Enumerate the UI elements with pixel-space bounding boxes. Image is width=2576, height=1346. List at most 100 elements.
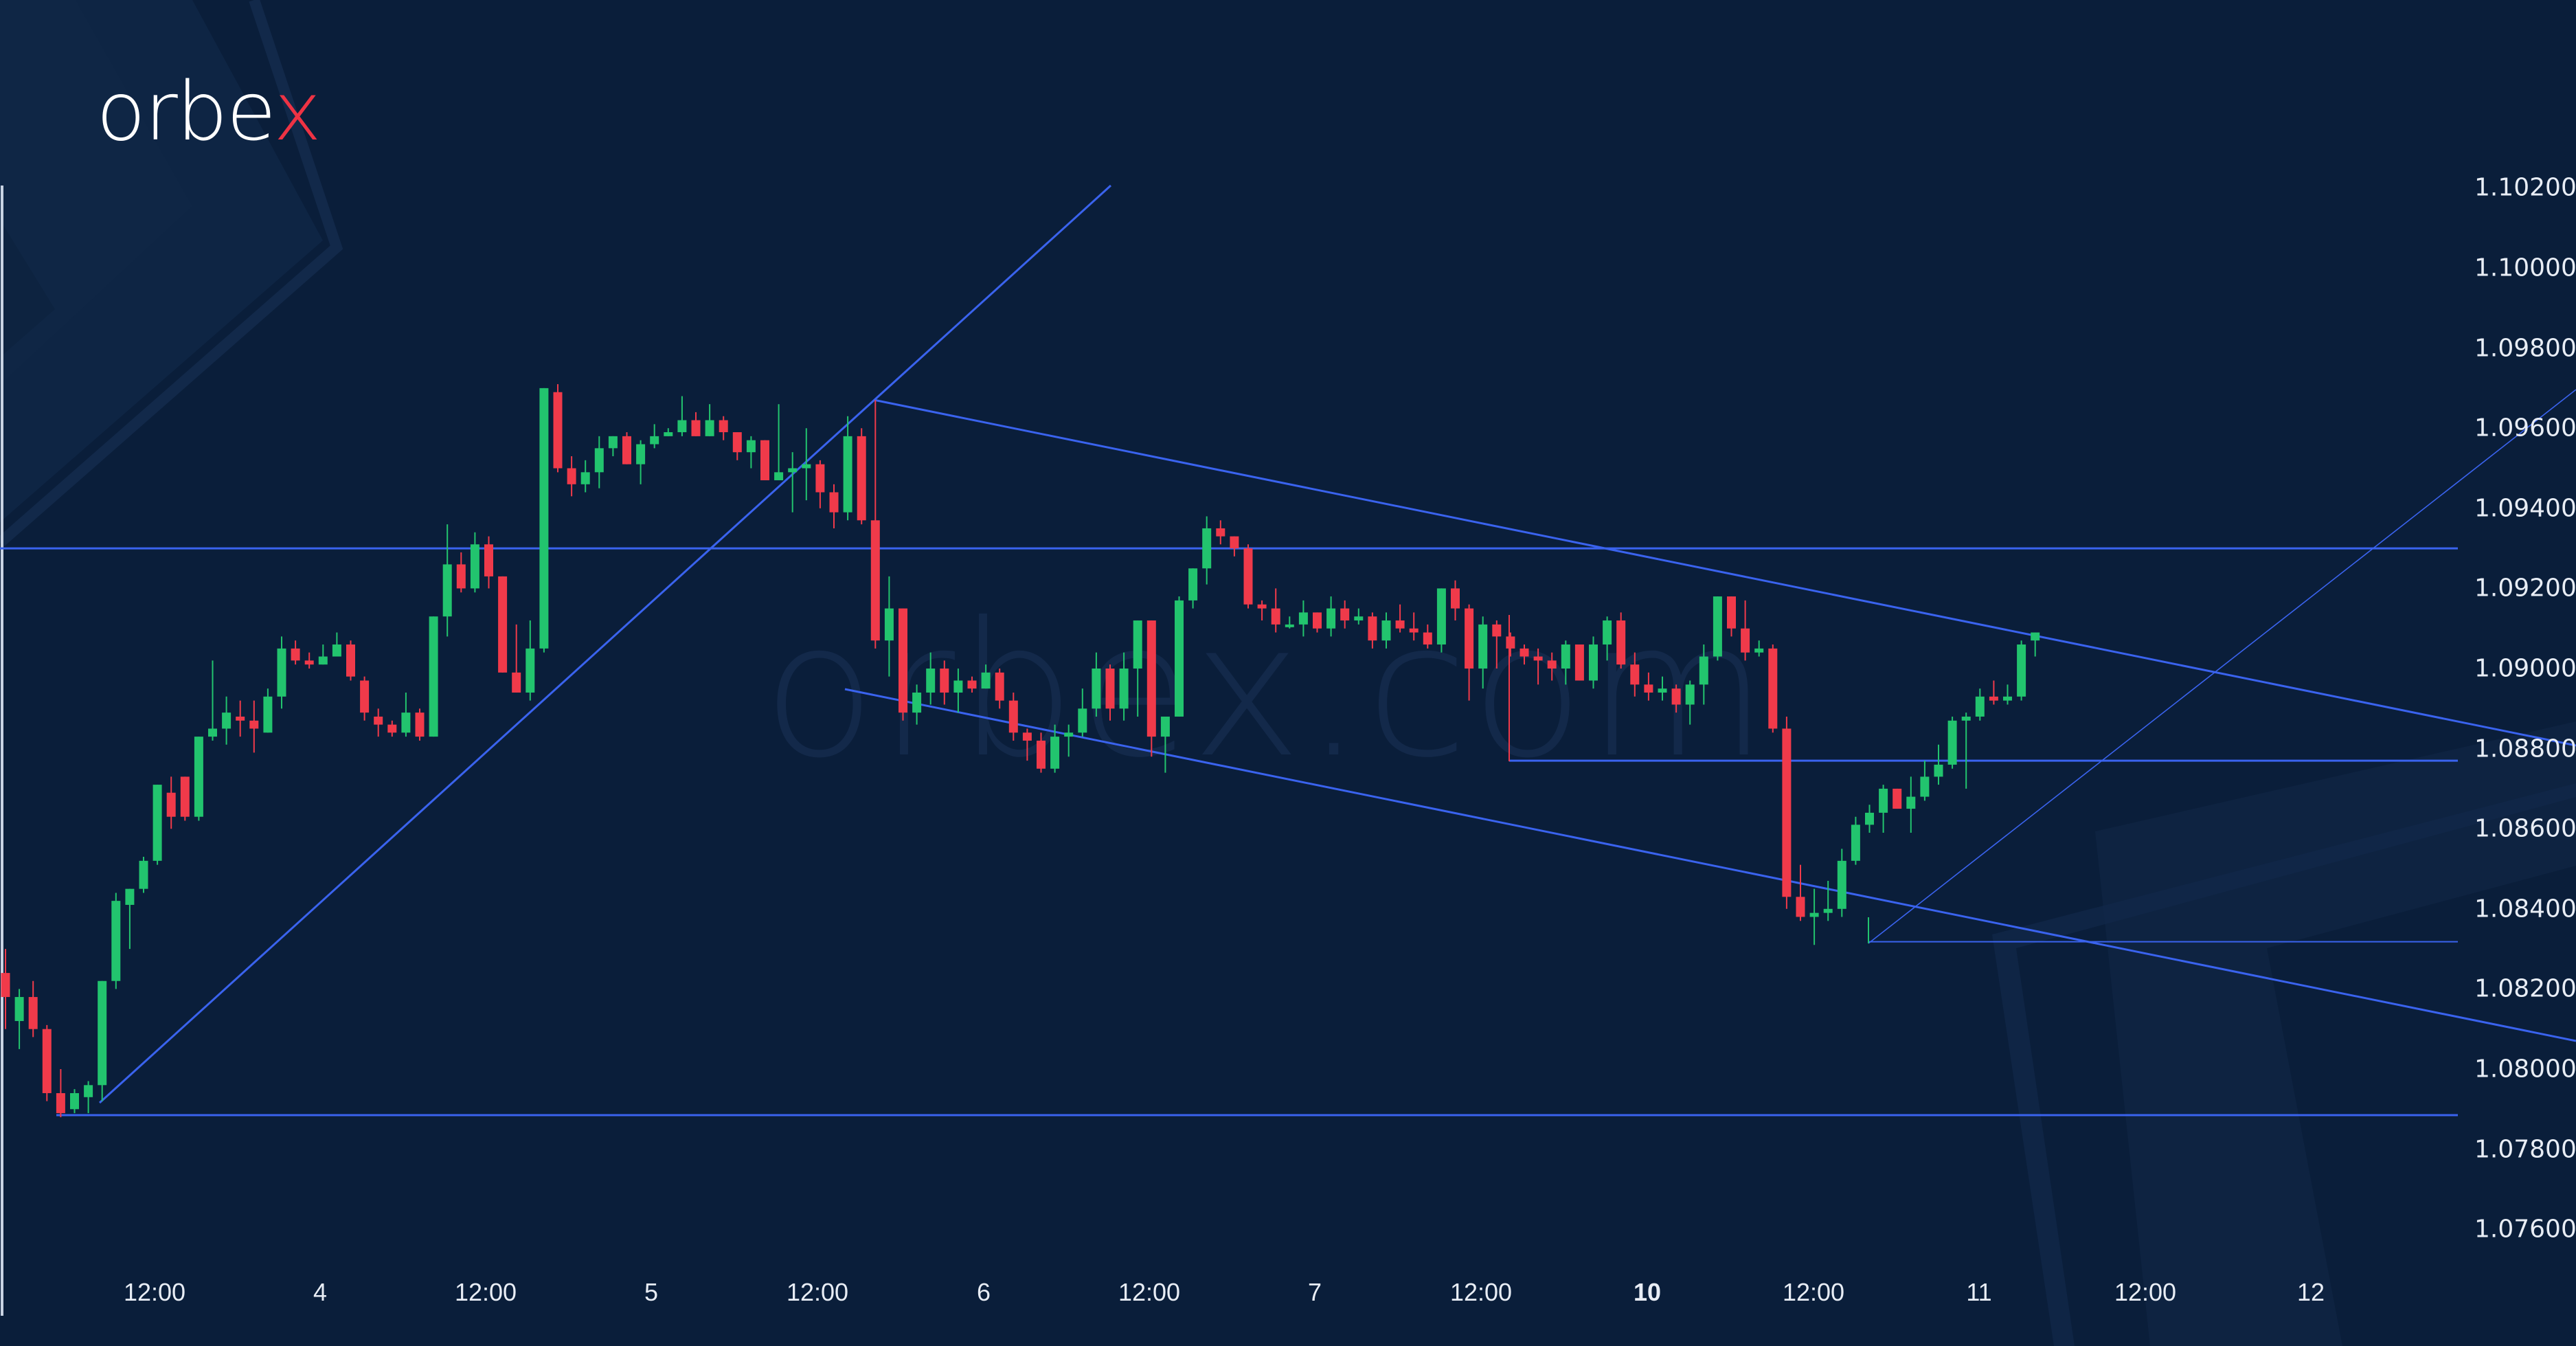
candle-body (304, 660, 314, 665)
candle-body (374, 716, 383, 725)
candle-body (194, 737, 203, 817)
candle-body (1603, 620, 1612, 645)
candle-body (1381, 620, 1391, 641)
candle-body (1574, 644, 1584, 681)
candle-body (470, 544, 479, 589)
candle-body (691, 420, 701, 436)
candle-body (180, 776, 190, 817)
candle-body (899, 608, 907, 713)
candle-body (719, 420, 728, 433)
candle-body (815, 464, 825, 493)
candle-body (1409, 628, 1419, 633)
candle-body (843, 436, 852, 513)
time-tick-label: 11 (1966, 1278, 1992, 1306)
candle-body (732, 432, 742, 453)
candle-body (28, 997, 38, 1029)
candle-body (166, 792, 176, 817)
candle-body (981, 672, 991, 689)
candle-body (664, 432, 673, 436)
logo-x-mark: x (273, 64, 321, 159)
candle-body (1879, 788, 1888, 813)
price-tick-label: 1.09800 (2474, 334, 2576, 363)
candle-body (1893, 788, 1902, 809)
candle-body (926, 669, 936, 693)
price-tick-label: 1.08200 (2474, 974, 2576, 1003)
time-tick-label: 12:00 (1118, 1278, 1181, 1306)
candle-body (1975, 696, 1985, 717)
candle-body (1146, 620, 1156, 737)
candle-body (857, 436, 866, 521)
trendline (873, 399, 2576, 747)
candle-body (1133, 620, 1142, 669)
candle-body (1478, 624, 1488, 669)
candle-body (912, 692, 922, 713)
price-tick-label: 1.07800 (2474, 1135, 2576, 1164)
candle-body (1202, 528, 1212, 569)
drawing-annotations (0, 184, 2576, 1117)
candle-body (2003, 696, 2012, 701)
time-tick-label: 7 (1307, 1278, 1322, 1306)
candle-body (940, 669, 949, 693)
candle-body (1961, 716, 1971, 721)
candle-body (1243, 548, 1253, 605)
price-tick-label: 1.08000 (2474, 1055, 2576, 1084)
candle-body (1037, 740, 1046, 769)
candle-body (346, 644, 355, 677)
candle-body (1119, 669, 1129, 709)
candle-body (1699, 656, 1708, 685)
time-tick-label: 5 (644, 1278, 659, 1306)
candle-body (526, 648, 535, 693)
candle-body (870, 520, 880, 641)
candle-body (650, 436, 659, 445)
candle-body (1064, 732, 1074, 737)
candle-body (1561, 644, 1570, 669)
candle-body (1078, 708, 1087, 733)
time-tick-label: 10 (1633, 1278, 1662, 1306)
trendline (844, 688, 2576, 1042)
candle-body (802, 464, 811, 469)
candle-body (1451, 588, 1460, 609)
trendline (1868, 389, 2576, 944)
candle-body (884, 608, 894, 641)
candle-body (442, 564, 452, 617)
candle-body (553, 392, 563, 469)
time-tick-label: 12:00 (786, 1278, 849, 1306)
candle-body (456, 564, 466, 589)
candle-body (1492, 624, 1502, 637)
candle-body (1285, 624, 1294, 627)
candle-body (512, 672, 521, 693)
candle-body (291, 648, 300, 661)
candle-body (249, 720, 259, 729)
candle-body (318, 656, 328, 665)
candle-body (1313, 612, 1322, 629)
candle-body (1823, 908, 1833, 913)
brand-logo: orbex (96, 71, 321, 152)
candle-body (1809, 912, 1819, 917)
candle-body (967, 680, 977, 689)
candle-body (594, 448, 604, 473)
candle-body (84, 1085, 93, 1097)
candle-body (498, 576, 508, 673)
candle-body (1175, 600, 1184, 717)
candle-body (1188, 568, 1198, 601)
candle-body (415, 713, 425, 737)
candle-body (98, 980, 107, 1086)
candle-body (1519, 648, 1529, 657)
price-tick-label: 1.10200 (2474, 173, 2576, 202)
candle-body (401, 713, 411, 733)
candle-body (1713, 596, 1722, 657)
candle-body (70, 1092, 79, 1110)
time-tick-label: 4 (313, 1278, 328, 1306)
candle-body (1050, 737, 1060, 769)
candle-body (1906, 796, 1916, 809)
candle-body (622, 436, 631, 464)
candle-body (387, 724, 397, 733)
price-tick-label: 1.09200 (2474, 574, 2576, 603)
time-tick-label: 12:00 (454, 1278, 517, 1306)
candle-body (1865, 812, 1874, 825)
candle-body (1768, 648, 1778, 729)
candle-body (774, 472, 784, 480)
price-tick-label: 1.08600 (2474, 814, 2576, 843)
candle-body (1, 973, 10, 998)
